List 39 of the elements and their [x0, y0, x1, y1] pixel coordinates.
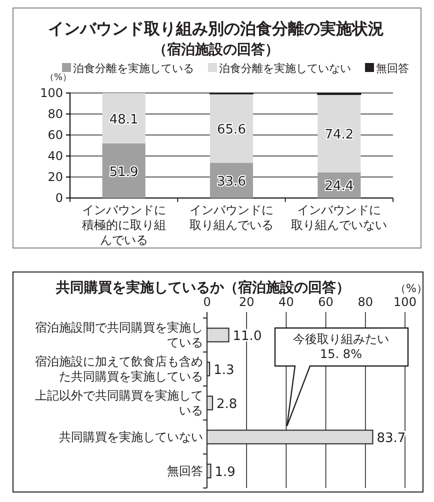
x-tick-label: 80 — [358, 295, 374, 309]
legend-label: 無回答 — [376, 62, 409, 75]
data-label: 51.9 — [109, 164, 138, 180]
y-tick-label: 無回答 — [167, 464, 203, 478]
x-tick-label: インバウンドに取り組んでいる — [190, 203, 274, 232]
y-tick-label: 共同購買を実施していない — [59, 430, 203, 444]
y-tick-label: 80 — [48, 106, 63, 121]
y-tick-label: 宿泊施設間で共同購買を実施している — [35, 320, 203, 350]
y-tick-label: 100 — [40, 86, 63, 100]
data-label: 24.4 — [324, 179, 354, 194]
y-tick-label: 上記以外で共同購買を実施している — [35, 388, 203, 418]
legend-label: 泊食分離を実施していない — [219, 62, 351, 75]
y-tick-label: 40 — [48, 148, 63, 163]
y-tick-label: 宿泊施設に加えて飲食店も含めた共同購買を実施している — [35, 354, 203, 384]
x-tick-label: 100 — [394, 295, 416, 309]
data-label: 1.9 — [214, 465, 236, 480]
annotation: 今後取り組みたい 15. 8% — [293, 332, 389, 361]
data-label: 74.2 — [324, 127, 354, 142]
x-tick-label: 60 — [318, 295, 334, 309]
data-label: 33.6 — [217, 174, 246, 190]
data-label: 83.7 — [376, 431, 406, 446]
bar — [318, 94, 361, 172]
data-label: 65.6 — [217, 122, 246, 138]
data-label: 48.1 — [109, 112, 138, 128]
y-tick-label: 60 — [48, 128, 63, 142]
chart-title: インバウンド取り組み別の泊食分離の実施状況 — [48, 19, 384, 38]
y-axis-title: （%） — [45, 73, 72, 83]
data-label: 1.3 — [214, 363, 234, 378]
x-tick-label: 40 — [278, 295, 294, 309]
x-tick-label: インバウンドに積極的に取り組んでいる — [82, 203, 166, 247]
chart-subtitle: （宿泊施設の回答） — [153, 41, 279, 58]
x-axis-title: （%） — [395, 282, 428, 295]
y-tick-label: 20 — [48, 170, 63, 184]
chart-title: 共同購買を実施しているか（宿泊施設の回答） — [55, 279, 350, 296]
legend-label: 泊食分離を実施している — [73, 62, 194, 75]
x-tick-label: インバウンドに取り組んでいない — [291, 203, 388, 232]
data-label: 2.8 — [216, 397, 238, 412]
y-tick-label: 0 — [55, 190, 63, 205]
x-tick-label: 20 — [238, 295, 254, 309]
